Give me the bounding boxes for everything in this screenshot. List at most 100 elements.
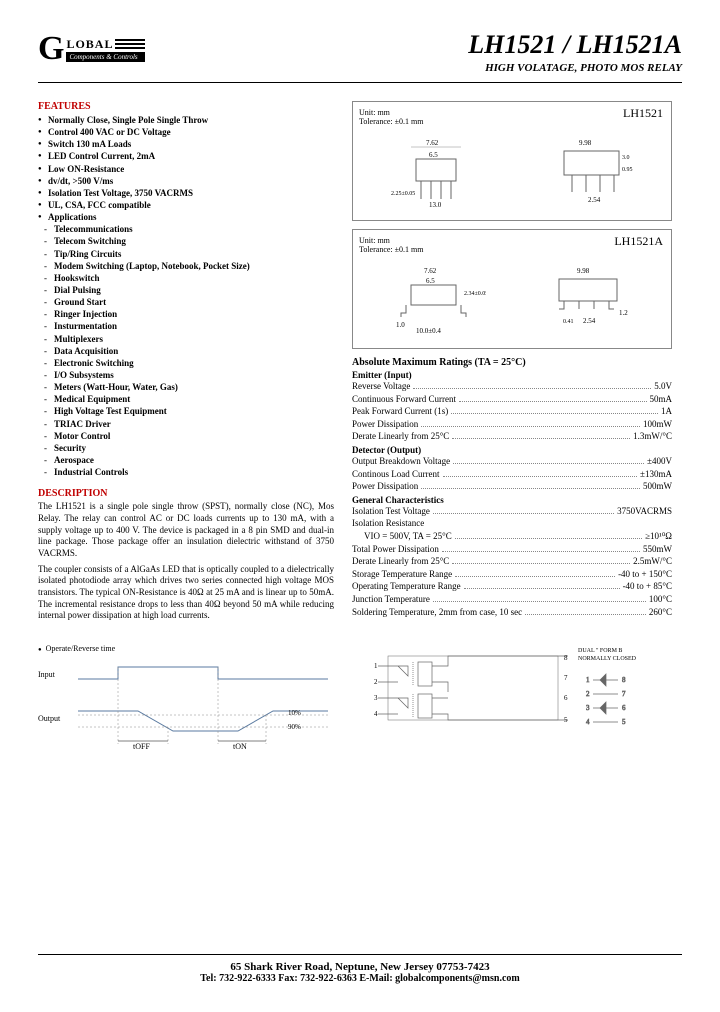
feature-item: Switch 130 mA Loads <box>38 138 334 150</box>
feature-item: Applications <box>38 211 334 223</box>
rating-value: 100°C <box>649 593 672 606</box>
svg-text:10.0±0.4: 10.0±0.4 <box>416 327 441 335</box>
svg-text:2: 2 <box>586 690 590 698</box>
application-item: Ground Start <box>44 296 334 308</box>
schematic-diagram: DUAL " FORM B NORMALLY CLOSED 1 2 3 4 8 <box>368 644 682 749</box>
application-item: Industrial Controls <box>44 466 334 478</box>
svg-text:6.5: 6.5 <box>426 277 435 285</box>
svg-text:2.54: 2.54 <box>583 317 596 325</box>
rating-label: Continuous Forward Current <box>352 393 456 406</box>
package-diagram-1: Unit: mm Tolerance: ±0.1 mm LH1521 7.62 … <box>352 101 672 221</box>
svg-text:2.34±0.05: 2.34±0.05 <box>464 291 486 297</box>
rating-row: Output Breakdown Voltage ±400V <box>352 455 672 468</box>
detector-ratings: Output Breakdown Voltage ±400VContinous L… <box>352 455 672 493</box>
rating-label: Derate Linearly from 25°C <box>352 430 449 443</box>
feature-item: Low ON-Resistance <box>38 163 334 175</box>
rating-label: Isolation Test Voltage <box>352 505 430 518</box>
svg-text:7.62: 7.62 <box>424 267 437 275</box>
svg-text:6: 6 <box>564 694 568 702</box>
logo-letter: G <box>38 30 64 68</box>
svg-text:7.62: 7.62 <box>426 139 439 147</box>
feature-item: Control 400 VAC or DC Voltage <box>38 126 334 138</box>
detector-heading: Detector (Output) <box>352 445 672 455</box>
svg-text:0.95: 0.95 <box>622 167 633 173</box>
svg-text:6: 6 <box>622 704 626 712</box>
svg-text:2.54: 2.54 <box>588 196 601 204</box>
application-item: Electronic Switching <box>44 357 334 369</box>
rating-row: Isolation Test Voltage 3750VACRMS <box>352 505 672 518</box>
application-item: Modem Switching (Laptop, Notebook, Pocke… <box>44 260 334 272</box>
rating-value: 5.0V <box>654 380 672 393</box>
rating-label: Output Breakdown Voltage <box>352 455 450 468</box>
title-block: LH1521 / LH1521A HIGH VOLATAGE, PHOTO MO… <box>468 30 682 74</box>
emitter-heading: Emitter (Input) <box>352 370 672 380</box>
main-content: FEATURES Normally Close, Single Pole Sin… <box>38 101 682 626</box>
emitter-ratings: Reverse Voltage5.0VContinuous Forward Cu… <box>352 380 672 443</box>
diagram-part-label: LH1521 <box>623 106 663 121</box>
svg-text:90%: 90% <box>288 723 301 731</box>
dip-package-icon: 7.62 6.5 2.25±0.05 13.0 9.98 <box>359 132 665 212</box>
rating-row: Continuous Forward Current 50mA <box>352 393 672 406</box>
part-number-title: LH1521 / LH1521A <box>468 30 682 60</box>
rating-row: Reverse Voltage5.0V <box>352 380 672 393</box>
description-p1: The LH1521 is a single pole single throw… <box>38 501 334 559</box>
svg-text:7: 7 <box>622 690 626 698</box>
rating-value: 550mW <box>643 543 672 556</box>
svg-text:10%: 10% <box>288 709 301 717</box>
timing-diagram: Operate/Reverse time Input Output 10% 90… <box>38 644 348 749</box>
bottom-figures: Operate/Reverse time Input Output 10% 90… <box>38 644 682 749</box>
rating-label: VIO = 500V, TA = 25°C <box>364 530 452 543</box>
rating-value: 1.3mW/°C <box>633 430 672 443</box>
general-ratings: Isolation Test Voltage 3750VACRMSIsolatio… <box>352 505 672 618</box>
rating-value: 1A <box>661 405 672 418</box>
general-heading: General Characteristics <box>352 495 672 505</box>
feature-item: UL, CSA, FCC compatible <box>38 199 334 211</box>
logo-text: LOBAL <box>66 37 113 52</box>
svg-text:4: 4 <box>374 710 378 718</box>
svg-text:2.25±0.05: 2.25±0.05 <box>391 191 415 197</box>
rating-row: VIO = 500V, TA = 25°C≥10¹⁰Ω <box>352 530 672 543</box>
rating-value: ±400V <box>647 455 672 468</box>
feature-item: dv/dt, >500 V/ms <box>38 175 334 187</box>
svg-text:8: 8 <box>564 654 568 662</box>
rating-row: Isolation Resistance <box>352 517 672 530</box>
rating-label: Junction Temperature <box>352 593 430 606</box>
svg-text:9.98: 9.98 <box>577 267 590 275</box>
left-column: FEATURES Normally Close, Single Pole Sin… <box>38 101 334 626</box>
svg-text:1.0: 1.0 <box>396 321 405 329</box>
svg-text:1: 1 <box>586 676 590 684</box>
ratings-heading: Absolute Maximum Ratings (TA = 25°C) <box>352 357 672 368</box>
svg-text:5: 5 <box>564 716 568 724</box>
header: G LOBAL Components & Controls LH1521 / L… <box>38 30 682 83</box>
footer-contact: Tel: 732-922-6333 Fax: 732-922-6363 E-Ma… <box>38 973 682 984</box>
rating-row: Soldering Temperature, 2mm from case, 10… <box>352 606 672 619</box>
application-item: Multiplexers <box>44 333 334 345</box>
part-subtitle: HIGH VOLATAGE, PHOTO MOS RELAY <box>468 62 682 74</box>
svg-text:DUAL " FORM B: DUAL " FORM B <box>578 648 622 654</box>
svg-text:6.5: 6.5 <box>429 151 438 159</box>
svg-text:tOFF: tOFF <box>133 742 150 749</box>
package-diagram-2: Unit: mm Tolerance: ±0.1 mm LH1521A 7.62… <box>352 229 672 349</box>
rating-row: Continous Load Current±130mA <box>352 468 672 481</box>
application-item: Tip/Ring Circuits <box>44 248 334 260</box>
rating-value: 50mA <box>650 393 673 406</box>
logo-bars-icon <box>115 39 145 49</box>
rating-label: Soldering Temperature, 2mm from case, 10… <box>352 606 522 619</box>
application-item: Telecom Switching <box>44 235 334 247</box>
description-section: DESCRIPTION The LH1521 is a single pole … <box>38 488 334 622</box>
rating-row: Derate Linearly from 25°C 1.3mW/°C <box>352 430 672 443</box>
svg-text:7: 7 <box>564 674 568 682</box>
logo-subtitle: Components & Controls <box>66 52 145 62</box>
timing-title: Operate/Reverse time <box>38 644 348 653</box>
application-item: TRIAC Driver <box>44 418 334 430</box>
smd-package-icon: 7.62 6.5 2.34±0.05 1.0 10.0±0.4 9.98 0.4… <box>359 260 665 340</box>
svg-text:Input: Input <box>38 670 56 679</box>
svg-text:3: 3 <box>586 704 590 712</box>
application-item: Security <box>44 442 334 454</box>
application-item: Hookswitch <box>44 272 334 284</box>
rating-value: 3750VACRMS <box>617 505 672 518</box>
company-logo: G LOBAL Components & Controls <box>38 30 145 68</box>
rating-value: 500mW <box>643 480 672 493</box>
application-item: Aerospace <box>44 454 334 466</box>
rating-row: Power Dissipation100mW <box>352 418 672 431</box>
